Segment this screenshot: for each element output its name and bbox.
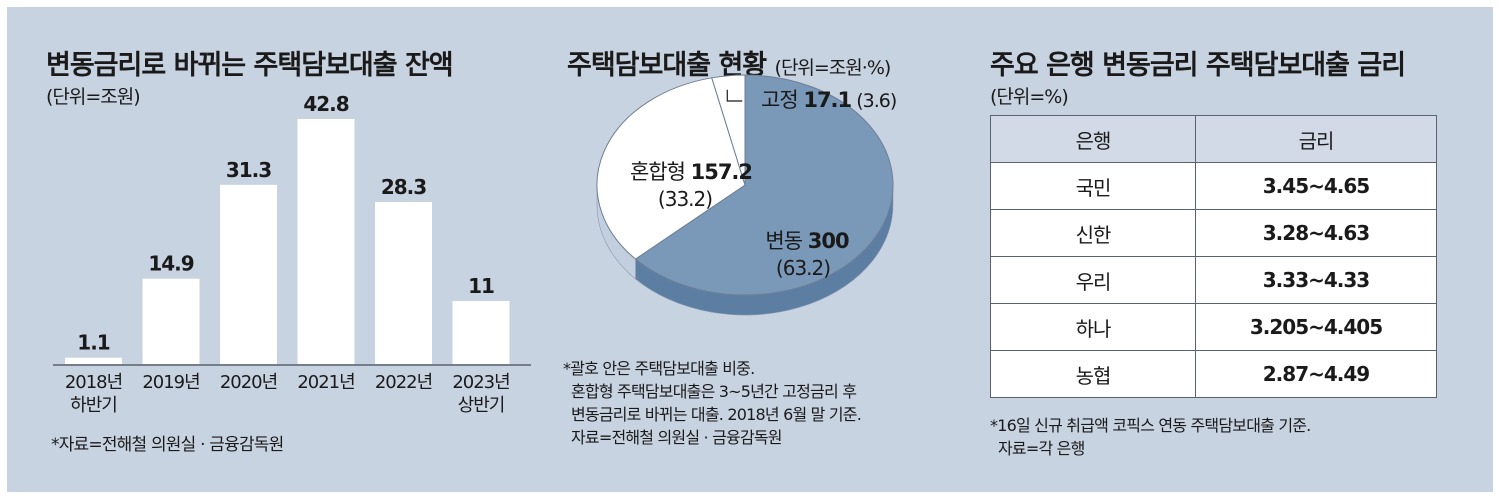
pie-label-fixed-name: 고정 [761, 88, 803, 112]
rate-table-title: 주요 은행 변동금리 주택담보대출 금리 [990, 50, 1406, 81]
bar-value-label: 31.3 [226, 158, 271, 182]
bar-category-label: 2023년 [452, 372, 509, 393]
pie-note-2: 혼합형 주택담보대출은 3~5년간 고정금리 후 [571, 382, 857, 401]
header-bank: 은행 [990, 115, 1196, 163]
bank-rate-table-panel: 주요 은행 변동금리 주택담보대출 금리 (단위=%) 은행 금리 국민 3.4… [977, 7, 1493, 492]
pie-label-hybrid: 혼합형 157.2 [630, 160, 752, 184]
pie-share-fixed: (3.6) [851, 90, 896, 112]
rate-table: 은행 금리 국민 3.45~4.65 신한 3.28~4.63 우리 3.33~… [990, 115, 1437, 398]
pie-note-4: 자료=전해철 의원실 · 금융감독원 [571, 428, 783, 447]
table-row: 하나 3.205~4.405 [990, 303, 1437, 351]
bank-name: 국민 [990, 162, 1196, 210]
pie-chart: 변동 300 (63.2) 혼합형 157.2 (33.2) 고정 17.1 (3.6) [596, 74, 897, 316]
pie-label-hybrid-name: 혼합형 [630, 160, 691, 184]
infographic-frame: 변동금리로 바뀌는 주택담보대출 잔액 (단위=조원) 1.1 2018년 하반기 1… [7, 7, 1493, 492]
pie-note-3: 변동금리로 바뀌는 대출. 2018년 6월 말 기준. [571, 405, 862, 424]
pie-share-hybrid: (33.2) [658, 187, 712, 211]
rate-table-unit: (단위=%) [990, 86, 1069, 108]
pie-slice [711, 74, 746, 186]
rate-note-1: *16일 신규 취급액 코픽스 연동 주택담보대출 기준. [990, 416, 1311, 435]
bar-chart-title: 변동금리로 바뀌는 주택담보대출 잔액 [46, 50, 454, 81]
bank-name: 신한 [990, 209, 1196, 257]
pie-slice [596, 77, 746, 260]
pie-slice [634, 74, 894, 296]
rate-note-2: 자료=각 은행 [998, 439, 1085, 458]
bar-category-label: 2019년 [142, 372, 199, 393]
rate-range: 3.45~4.65 [1195, 162, 1437, 210]
bar-value-label: 11 [468, 274, 494, 298]
pie-label-hybrid-value: 157.2 [691, 160, 752, 184]
bar [452, 301, 510, 364]
bar-category-label: 2021년 [297, 372, 354, 393]
pie-label-variable: 변동 300 [765, 229, 849, 253]
pie-chart-unit: (단위=조원·%) [774, 57, 892, 79]
pie-share-variable: (63.2) [776, 256, 830, 280]
pie-label-fixed-value: 17.1 [803, 88, 851, 112]
rate-range: 3.28~4.63 [1195, 209, 1437, 257]
bank-name: 하나 [990, 303, 1196, 351]
bar-category-label: 2020년 [220, 372, 277, 393]
bank-name: 우리 [990, 256, 1196, 304]
pie-note-1: *괄호 안은 주택담보대출 비중. [563, 359, 755, 378]
rate-range: 2.87~4.49 [1195, 350, 1437, 398]
loan-status-pie-panel: 주택담보대출 현황 (단위=조원·%) 변동 300 (63.2) 혼합형 157.… [557, 7, 957, 492]
balance-bar-chart-panel: 변동금리로 바뀌는 주택담보대출 잔액 (단위=조원) 1.1 2018년 하반기 1… [7, 7, 537, 492]
bar-value-label: 42.8 [303, 92, 348, 116]
bar [220, 184, 277, 364]
bar-value-label: 1.1 [77, 331, 110, 355]
bar [65, 357, 122, 364]
rate-range: 3.33~4.33 [1195, 256, 1437, 304]
bar [297, 119, 355, 364]
bar [375, 202, 432, 364]
table-row: 우리 3.33~4.33 [990, 256, 1437, 304]
pie-leader-line [726, 89, 743, 102]
header-rate: 금리 [1195, 115, 1437, 163]
bar-chart-unit: (단위=조원) [46, 86, 141, 108]
pie-label-variable-name: 변동 [765, 229, 807, 253]
bar-value-label: 28.3 [381, 175, 426, 199]
table-row: 국민 3.45~4.65 [990, 162, 1437, 210]
pie-label-variable-value: 300 [808, 229, 849, 253]
bank-name: 농협 [990, 350, 1196, 398]
bar-category-label: 상반기 [458, 395, 505, 416]
table-header-row: 은행 금리 [990, 115, 1437, 163]
bar-chart-source: *자료=전해철 의원실 · 금융감독원 [51, 435, 284, 455]
bar-category-label: 하반기 [70, 395, 117, 416]
table-row: 신한 3.28~4.63 [990, 209, 1437, 257]
pie-label-fixed: 고정 17.1 (3.6) [761, 88, 896, 112]
bar [142, 278, 200, 364]
bar-value-label: 14.9 [148, 252, 193, 276]
bar-category-label: 2022년 [375, 372, 432, 393]
table-row: 농협 2.87~4.49 [990, 350, 1437, 398]
bar-category-label: 2018년 [65, 372, 122, 393]
rate-range: 3.205~4.405 [1195, 303, 1437, 351]
